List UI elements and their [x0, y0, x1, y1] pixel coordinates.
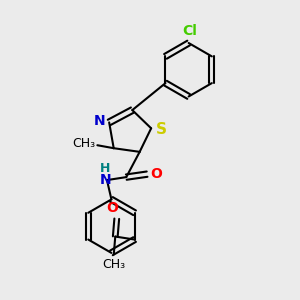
Text: S: S	[156, 122, 167, 137]
Text: O: O	[106, 201, 118, 215]
Text: CH₃: CH₃	[102, 258, 125, 271]
Text: N: N	[94, 114, 106, 128]
Text: N: N	[100, 173, 111, 187]
Text: H: H	[100, 162, 111, 175]
Text: Cl: Cl	[183, 24, 198, 38]
Text: CH₃: CH₃	[72, 137, 95, 150]
Text: O: O	[151, 167, 163, 181]
